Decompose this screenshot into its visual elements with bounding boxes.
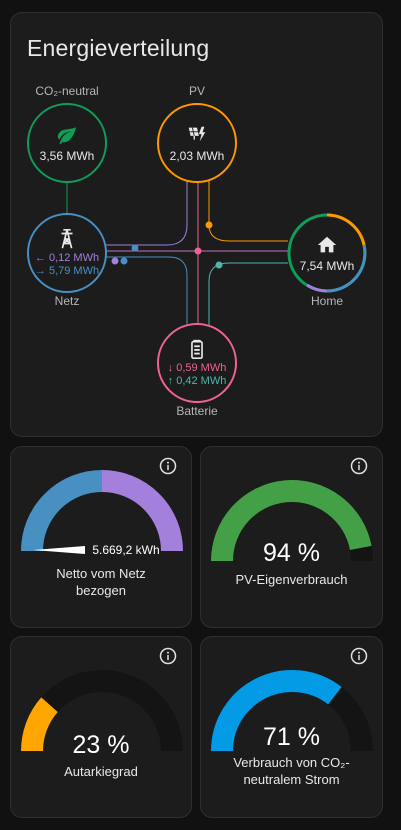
- battery-in-value: 0,42 MWh: [176, 375, 227, 387]
- co2-value: 3,56 MWh: [39, 148, 95, 163]
- flow-line-pv-grid: [106, 181, 188, 246]
- home-icon: [316, 234, 338, 256]
- co2-label: CO₂-neutral: [35, 84, 99, 98]
- home-ring: [287, 213, 367, 293]
- gauge-name-line2: neutralem Strom: [243, 772, 340, 787]
- flow-dot: [120, 257, 128, 265]
- arrow-down-icon: ↓: [167, 362, 174, 374]
- gauge-name-line1: Verbrauch von CO₂-: [233, 755, 350, 770]
- info-icon[interactable]: [350, 457, 368, 475]
- home-label: Home: [310, 294, 343, 308]
- grid-export: → 5,79 MWh: [35, 265, 99, 278]
- arrow-up-icon: ↑: [167, 375, 174, 387]
- gauge-fill: [211, 670, 342, 752]
- arrow-right-icon: →: [34, 265, 46, 277]
- info-icon[interactable]: [159, 647, 177, 665]
- info-icon[interactable]: [350, 647, 368, 665]
- flow-dot: [194, 247, 202, 255]
- gauge-arc-import: [21, 470, 103, 552]
- battery-out-value: 0,59 MWh: [176, 362, 227, 374]
- flow-dot: [131, 244, 139, 252]
- home-value: 7,54 MWh: [299, 258, 355, 273]
- gauge-value: 23 %: [72, 731, 130, 759]
- gauge-value: 71 %: [263, 723, 320, 751]
- flow-dot: [111, 257, 119, 265]
- grid-node[interactable]: ← 0,12 MWh → 5,79 MWh: [27, 213, 107, 293]
- solar-power-icon: [186, 124, 208, 146]
- pv-label: PV: [188, 84, 205, 98]
- flow-dot: [215, 261, 223, 269]
- transmission-tower-icon: [56, 228, 78, 250]
- grid-export-value: 5,79 MWh: [48, 265, 100, 277]
- flow-line-pv-home: [208, 181, 288, 242]
- gauge-card-net-grid[interactable]: 5.669,2 kWh Netto vom Netz bezogen: [10, 446, 192, 628]
- gauge-card-autarky[interactable]: 23 % Autarkiegrad: [10, 636, 192, 818]
- gauge-fill: [21, 697, 59, 752]
- gauge-fill: [211, 480, 372, 562]
- info-icon[interactable]: [159, 457, 177, 475]
- battery-node[interactable]: ↓ 0,59 MWh ↑ 0,42 MWh: [157, 323, 237, 403]
- card-title: Energieverteilung: [27, 35, 210, 61]
- gauge-value: 5.669,2 kWh: [92, 543, 160, 557]
- gauge-name-line1: Netto vom Netz: [56, 566, 146, 581]
- gauge-co2-consumption: [211, 670, 373, 752]
- battery-icon: [186, 338, 208, 360]
- gauge-arc-export: [101, 470, 183, 552]
- battery-label: Batterie: [176, 404, 218, 418]
- flow-line-grid-battery: [106, 256, 188, 338]
- grid-import-value: 0,12 MWh: [48, 252, 100, 264]
- pv-node[interactable]: 2,03 MWh: [157, 103, 237, 183]
- gauge-card-co2-consumption[interactable]: 71 % Verbrauch von CO₂- neutralem Strom: [200, 636, 383, 818]
- gauge-autarky: [21, 670, 183, 752]
- leaf-icon: [56, 124, 78, 146]
- flow-lines: [66, 181, 288, 338]
- gauge-net-grid: [21, 470, 183, 554]
- flow-line-battery-home: [208, 262, 288, 338]
- gauge-name-line1: PV-Eigenverbrauch: [235, 572, 348, 587]
- gauge-pv-self: [211, 480, 373, 562]
- gauge-needle: [33, 546, 85, 554]
- home-node[interactable]: 7,54 MWh: [287, 213, 367, 293]
- gauge-name-line2: bezogen: [76, 583, 126, 598]
- gauge-card-pv-self[interactable]: 94 % PV-Eigenverbrauch: [200, 446, 383, 628]
- co2-neutral-node[interactable]: 3,56 MWh: [27, 103, 107, 183]
- energy-distribution-card: Energieverteilung CO₂-neutral 3,56 MWh P…: [10, 12, 383, 437]
- grid-import: ← 0,12 MWh: [35, 252, 99, 265]
- battery-in: ↑ 0,42 MWh: [168, 375, 227, 388]
- arrow-left-icon: ←: [34, 252, 46, 264]
- pv-value: 2,03 MWh: [169, 148, 225, 163]
- battery-out: ↓ 0,59 MWh: [168, 362, 227, 375]
- gauge-value: 94 %: [263, 539, 320, 567]
- flow-dot: [205, 221, 213, 229]
- gauge-name-line1: Autarkiegrad: [64, 764, 138, 779]
- grid-label: Netz: [54, 294, 80, 308]
